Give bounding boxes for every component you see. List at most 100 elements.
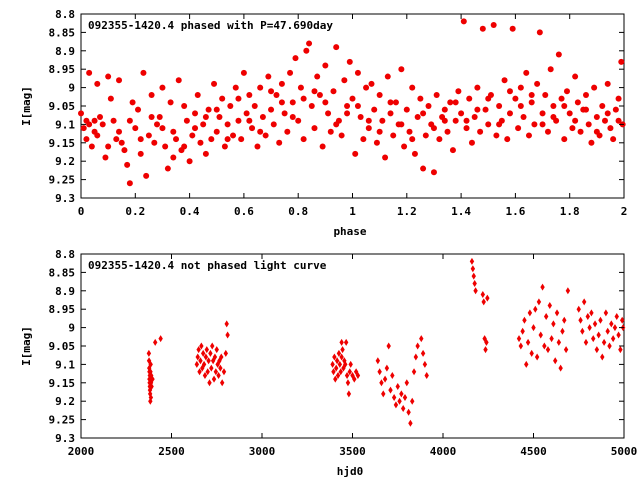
data-point	[221, 143, 228, 150]
data-point	[97, 114, 104, 121]
data-point	[268, 88, 275, 95]
data-point	[365, 125, 372, 132]
x-tick-label: 2	[621, 205, 628, 218]
data-point	[539, 121, 546, 128]
data-point	[504, 136, 511, 143]
data-point	[352, 150, 359, 157]
data-point	[441, 106, 448, 113]
data-point	[334, 357, 340, 365]
data-point	[173, 136, 180, 143]
data-point	[337, 360, 343, 368]
data-point	[520, 114, 527, 121]
data-point	[553, 357, 558, 365]
data-point	[417, 95, 424, 102]
data-point	[496, 121, 503, 128]
data-point	[319, 143, 326, 150]
data-point	[205, 368, 210, 376]
data-point	[466, 95, 473, 102]
data-point	[572, 117, 579, 124]
data-point	[219, 353, 224, 361]
data-point	[607, 125, 614, 132]
data-point	[560, 327, 565, 335]
data-point	[424, 371, 429, 379]
data-point	[563, 88, 570, 95]
data-point	[588, 139, 595, 146]
x-tick-label: 1.2	[397, 205, 417, 218]
data-point	[482, 106, 489, 113]
y-tick-label: 8.8	[55, 8, 75, 21]
data-point	[531, 324, 536, 332]
data-point	[316, 91, 323, 98]
data-point	[463, 117, 470, 124]
data-point	[197, 139, 204, 146]
data-point	[388, 386, 393, 394]
phased-light-curve-panel: 8.8 8.85 8.9 8.95 9 9.05 9.1 9.15 9.2 9.25 9.30 0.2…	[20, 8, 627, 238]
data-point	[525, 338, 531, 346]
data-point	[164, 165, 171, 172]
data-point	[86, 69, 93, 76]
data-point	[240, 69, 247, 76]
data-point	[387, 110, 394, 117]
data-point	[232, 84, 239, 91]
data-point	[425, 103, 432, 109]
data-point	[616, 331, 621, 339]
data-point	[376, 128, 383, 135]
data-point	[614, 313, 619, 321]
data-point	[582, 106, 589, 113]
data-point	[347, 368, 352, 376]
data-point	[563, 346, 569, 354]
data-point	[390, 371, 395, 379]
data-point	[192, 125, 199, 132]
data-point	[408, 419, 413, 427]
data-point	[534, 353, 540, 361]
data-point	[348, 360, 353, 368]
data-point	[149, 382, 154, 390]
data-point	[481, 298, 486, 306]
data-point	[615, 117, 622, 124]
data-point	[522, 316, 527, 324]
data-point	[338, 132, 345, 139]
data-point	[216, 371, 221, 379]
data-point	[148, 394, 154, 402]
data-point	[213, 106, 220, 113]
data-point	[105, 73, 112, 80]
data-point	[259, 114, 266, 121]
data-point	[303, 47, 310, 54]
data-point	[365, 117, 372, 124]
y-tick-label: 9.05	[49, 100, 76, 113]
data-point	[102, 154, 109, 161]
data-point	[349, 95, 356, 102]
data-point	[524, 360, 529, 368]
data-point	[538, 331, 543, 339]
data-point	[593, 114, 600, 121]
data-point	[153, 338, 158, 346]
x-tick-label: 3500	[339, 445, 366, 458]
y-tick-label: 9.25	[49, 414, 76, 427]
data-point	[167, 99, 174, 106]
data-point	[536, 298, 542, 306]
data-point	[113, 136, 120, 143]
x-tick-label: 2500	[158, 445, 185, 458]
data-point	[223, 349, 228, 357]
chart-title: 092355-1420.4 phased with P=47.690day	[88, 19, 333, 32]
data-point	[574, 99, 581, 106]
data-point	[210, 342, 215, 350]
data-point	[422, 132, 429, 139]
data-point	[80, 125, 87, 132]
data-point	[463, 125, 470, 132]
data-point	[322, 62, 329, 69]
y-tick-label: 9.3	[55, 192, 75, 205]
y-tick-label: 9.25	[49, 174, 76, 187]
data-point	[183, 117, 190, 124]
data-point	[395, 382, 400, 390]
data-point	[472, 279, 477, 287]
data-point	[411, 150, 418, 157]
data-point	[447, 99, 454, 106]
data-point	[257, 84, 264, 91]
data-point	[420, 165, 427, 172]
data-point	[368, 80, 375, 87]
data-point	[354, 69, 361, 76]
data-point	[143, 172, 150, 179]
data-point	[509, 25, 516, 32]
data-point	[598, 316, 603, 324]
